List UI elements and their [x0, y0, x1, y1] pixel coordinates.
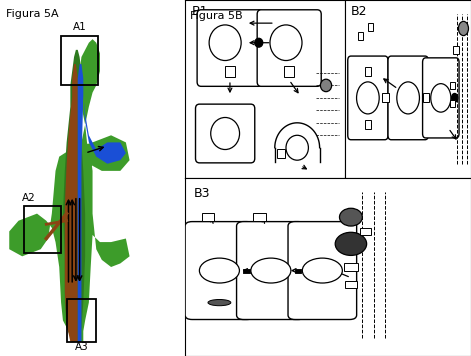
Text: B1: B1 — [192, 5, 208, 19]
Ellipse shape — [431, 84, 451, 112]
Bar — [359, 228, 371, 235]
Text: B3: B3 — [194, 187, 210, 200]
FancyBboxPatch shape — [422, 58, 459, 138]
Ellipse shape — [320, 79, 332, 92]
Ellipse shape — [255, 38, 263, 47]
FancyBboxPatch shape — [388, 56, 428, 140]
Bar — [344, 263, 358, 271]
Text: A3: A3 — [74, 342, 89, 352]
Bar — [422, 94, 429, 103]
Bar — [253, 213, 266, 221]
Polygon shape — [78, 64, 126, 342]
FancyBboxPatch shape — [348, 56, 388, 140]
Ellipse shape — [357, 82, 379, 114]
Polygon shape — [9, 39, 130, 342]
FancyBboxPatch shape — [185, 221, 254, 320]
Bar — [365, 67, 371, 75]
Text: A1: A1 — [73, 22, 87, 32]
Ellipse shape — [335, 232, 366, 256]
Ellipse shape — [251, 258, 291, 283]
Polygon shape — [65, 64, 78, 342]
Ellipse shape — [452, 93, 458, 103]
Bar — [202, 213, 214, 221]
Ellipse shape — [302, 258, 342, 283]
Bar — [66, 299, 96, 342]
Ellipse shape — [211, 117, 240, 150]
Bar — [24, 206, 61, 253]
Bar — [450, 82, 455, 89]
Text: Figura 5B: Figura 5B — [190, 11, 243, 21]
Bar — [365, 120, 371, 129]
Bar — [345, 281, 357, 288]
Bar — [357, 32, 363, 40]
Ellipse shape — [458, 21, 469, 36]
Ellipse shape — [270, 25, 302, 61]
Ellipse shape — [199, 258, 239, 283]
Polygon shape — [63, 50, 85, 342]
Text: B2: B2 — [350, 5, 367, 19]
Ellipse shape — [209, 25, 241, 61]
Bar — [367, 23, 373, 31]
FancyBboxPatch shape — [288, 221, 357, 320]
Bar — [382, 94, 389, 103]
Bar — [277, 149, 285, 157]
FancyBboxPatch shape — [195, 104, 255, 163]
Bar — [284, 66, 294, 77]
Ellipse shape — [340, 208, 362, 226]
Bar — [225, 66, 235, 77]
Bar — [450, 100, 455, 107]
Bar — [61, 36, 98, 85]
Text: A2: A2 — [22, 193, 36, 203]
Text: Figura 5A: Figura 5A — [6, 9, 58, 19]
Ellipse shape — [286, 135, 309, 160]
Ellipse shape — [208, 299, 231, 306]
FancyBboxPatch shape — [257, 10, 321, 86]
FancyBboxPatch shape — [197, 10, 263, 86]
Ellipse shape — [397, 82, 420, 114]
Bar — [453, 46, 459, 54]
FancyBboxPatch shape — [236, 221, 305, 320]
